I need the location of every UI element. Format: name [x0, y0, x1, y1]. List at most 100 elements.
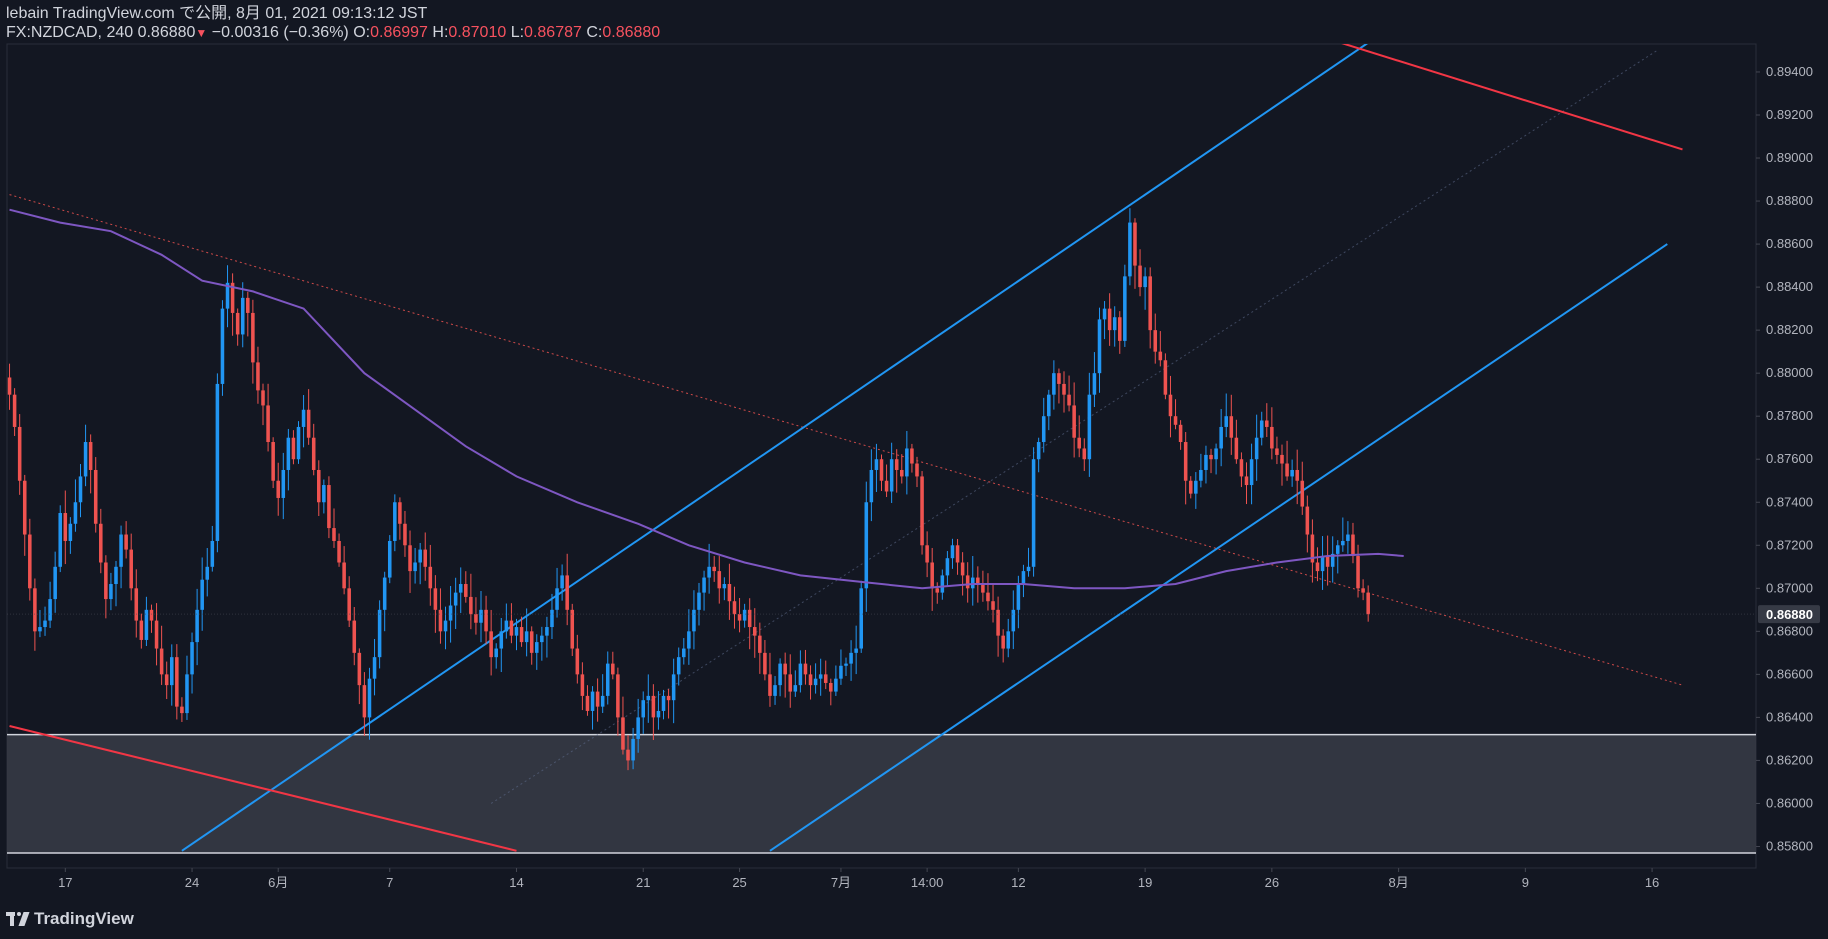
candle-down — [808, 674, 813, 686]
candle-down — [900, 469, 904, 477]
candle-up — [53, 566, 57, 600]
candle-up — [1254, 437, 1259, 460]
candle-up — [240, 297, 245, 335]
candle-up — [1290, 469, 1294, 477]
candle-down — [732, 601, 737, 615]
candle-up — [773, 685, 777, 696]
y-tick-label: 0.88600 — [1766, 236, 1813, 251]
candle-down — [884, 480, 889, 492]
candle-up — [692, 609, 696, 632]
candle-down — [1183, 442, 1188, 481]
candle-up — [1219, 426, 1223, 449]
candle-down — [474, 614, 478, 623]
candle-up — [661, 695, 666, 711]
tradingview-logo-icon — [6, 912, 30, 926]
candle-up — [798, 663, 803, 686]
candle-up — [671, 674, 676, 701]
publish-line: lebain TradingView.com で公開, 8月 01, 2021 … — [6, 5, 428, 22]
candle-up — [1006, 631, 1011, 649]
candle-down — [154, 620, 159, 649]
candle-down — [1168, 394, 1173, 417]
candle-up — [443, 620, 448, 632]
candle-up — [1224, 416, 1229, 427]
candle-up — [1259, 420, 1264, 438]
price-axis[interactable]: 0.89400 0.89200 0.89000 0.88800 0.88600 0.884… — [7, 64, 1820, 854]
candle-up — [413, 562, 417, 572]
candle-down — [1148, 276, 1152, 331]
x-tick-label: 16 — [1645, 875, 1659, 890]
x-tick-label: 24 — [185, 875, 199, 890]
candle-down — [783, 663, 787, 675]
candle-up — [195, 609, 199, 643]
candle-down — [930, 562, 934, 589]
high-value: 0.87010 — [448, 24, 507, 41]
candle-down — [266, 405, 270, 443]
candle-down — [1062, 383, 1066, 395]
candle-down — [1315, 562, 1320, 572]
candle-down — [159, 648, 164, 675]
candle-up — [1097, 319, 1102, 374]
candle-down — [1067, 394, 1071, 406]
ohlc-line: FX:NZDCAD, 240 0.86880▼ −0.00316 (−0.36%… — [6, 23, 660, 42]
close-value: 0.86880 — [602, 24, 661, 41]
candle-down — [565, 575, 569, 610]
candle-down — [717, 571, 722, 589]
candle-down — [519, 627, 524, 643]
candle-up — [697, 592, 701, 610]
candle-down — [347, 588, 351, 621]
candle-up — [205, 566, 210, 580]
candle-down — [28, 534, 32, 589]
candle-up — [1249, 459, 1254, 486]
candle-down — [747, 609, 752, 628]
candle-up — [818, 674, 823, 679]
y-tick-label: 0.86400 — [1766, 709, 1813, 724]
candle-down — [428, 566, 433, 589]
tradingview-logo[interactable]: TradingView — [6, 909, 134, 929]
x-tick-label: 8月 — [1388, 875, 1408, 890]
candle-down — [306, 409, 311, 438]
candle-up — [1047, 394, 1051, 417]
candle-down — [235, 312, 240, 335]
candle-up — [1041, 416, 1046, 443]
candle-down — [651, 695, 656, 718]
candle-up — [605, 663, 610, 696]
candle-down — [1270, 426, 1274, 449]
candle-up — [641, 700, 646, 718]
trend-lines[interactable] — [9, 29, 1683, 852]
low-value: 0.86787 — [524, 24, 582, 41]
candle-down — [256, 362, 260, 391]
x-tick-label: 7月 — [831, 875, 851, 890]
candle-up — [940, 575, 945, 593]
candle-down — [276, 480, 280, 498]
candle-down — [981, 584, 985, 593]
candle-up — [1320, 556, 1325, 572]
candle-up — [778, 663, 782, 686]
candle-up — [1330, 553, 1335, 567]
candle-up — [377, 609, 382, 658]
candle-down — [1209, 454, 1213, 460]
candle-down — [1234, 437, 1239, 460]
x-tick-label: 25 — [732, 875, 746, 890]
candle-down — [149, 609, 154, 621]
candle-down — [1356, 556, 1360, 589]
candle-down — [823, 674, 828, 683]
candle-up — [448, 605, 453, 621]
high-label: H: — [432, 24, 449, 41]
candle-up — [453, 592, 458, 606]
candle-down — [580, 674, 585, 696]
candle-up — [793, 685, 798, 692]
open-value: 0.86997 — [370, 24, 428, 41]
candle-down — [788, 674, 793, 692]
candle-down — [311, 437, 316, 470]
candle-down — [17, 426, 22, 481]
candle-down — [332, 528, 336, 541]
candle-up — [1031, 459, 1036, 567]
candle-down — [986, 592, 990, 602]
time-axis[interactable]: 17 24 6月 7 14 21 25 7月 14:00 12 19 26 8月 9 16 — [58, 868, 1659, 890]
candle-down — [996, 609, 1000, 636]
candle-up — [38, 627, 42, 632]
candle-down — [251, 312, 255, 363]
candle-down — [88, 442, 93, 470]
candle-down — [1275, 448, 1279, 455]
